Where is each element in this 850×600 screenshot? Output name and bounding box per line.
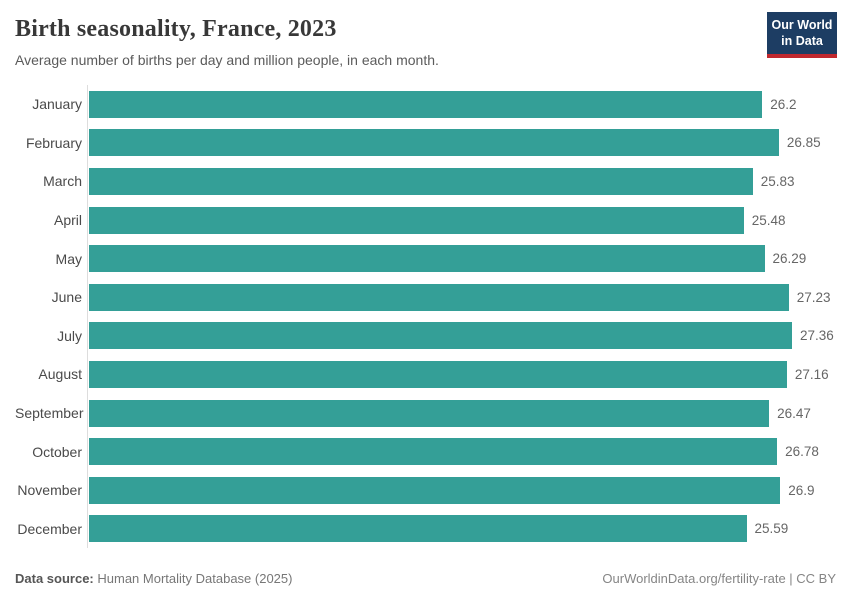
plot-area: 26.47 (87, 393, 850, 433)
data-source: Data source: Human Mortality Database (2… (15, 571, 292, 586)
bar-january[interactable] (89, 90, 763, 118)
bar-december[interactable] (89, 515, 747, 543)
value-label-march: 25.83 (760, 173, 795, 189)
value-label-july: 27.36 (800, 328, 834, 344)
value-label-april: 25.48 (751, 212, 786, 228)
chart-row-january: January 26.2 (15, 85, 850, 124)
header: Birth seasonality, France, 2023 Average … (15, 16, 439, 68)
value-label-may: 26.29 (772, 251, 807, 267)
value-label-august: 27.16 (794, 366, 829, 382)
category-label-july: July (57, 327, 82, 344)
plot-area: 26.9 (87, 470, 850, 510)
bar-june[interactable] (89, 283, 789, 311)
chart-row-july: July 27.36 (15, 316, 850, 356)
bar-november[interactable] (89, 476, 781, 504)
footer: Data source: Human Mortality Database (2… (15, 571, 836, 586)
category-label-january: January (32, 96, 82, 113)
category-label-august: August (38, 366, 82, 383)
footer-link[interactable]: OurWorldinData.org/fertility-rate | CC B… (602, 571, 836, 586)
value-label-june: 27.23 (796, 289, 831, 305)
chart-row-november: November 26.9 (15, 470, 850, 510)
data-source-value: Human Mortality Database (2025) (97, 571, 293, 586)
plot-area: 27.36 (87, 316, 850, 356)
category-label-may: May (55, 250, 82, 267)
plot-area: 27.23 (87, 277, 850, 317)
logo-text-line1: Our World (771, 18, 833, 32)
chart-row-august: August 27.16 (15, 355, 850, 394)
category-label-september: September (15, 405, 84, 422)
plot-area: 26.78 (87, 432, 850, 471)
chart-row-september: September 26.47 (15, 393, 850, 433)
chart-row-february: February 26.85 (15, 123, 850, 163)
chart-row-march: March 25.83 (15, 162, 850, 201)
plot-area: 26.2 (87, 85, 850, 124)
value-label-january: 26.2 (770, 96, 797, 112)
category-label-october: October (32, 443, 82, 460)
chart-row-may: May 26.29 (15, 239, 850, 278)
plot-area: 27.16 (87, 355, 850, 394)
bar-august[interactable] (89, 360, 787, 388)
plot-area: 26.85 (87, 123, 850, 163)
plot-area: 25.83 (87, 162, 850, 201)
logo-text-line2: in Data (781, 33, 823, 48)
value-label-september: 26.47 (777, 405, 811, 421)
chart-row-december: December 25.59 (15, 509, 850, 549)
category-label-march: March (43, 173, 82, 190)
chart-row-june: June 27.23 (15, 277, 850, 317)
chart-row-october: October 26.78 (15, 432, 850, 471)
bar-chart: January 26.2 February 26.85 March 25.83 April 2… (15, 85, 850, 549)
value-label-october: 26.78 (785, 444, 819, 460)
owid-logo[interactable]: Our World in Data (767, 12, 837, 59)
category-label-december: December (17, 520, 82, 537)
value-label-november: 26.9 (788, 482, 815, 498)
category-label-february: February (25, 134, 82, 151)
category-label-april: April (53, 212, 82, 229)
plot-area: 25.48 (87, 200, 850, 240)
chart-row-april: April 25.48 (15, 200, 850, 240)
bar-may[interactable] (89, 245, 765, 273)
category-label-june: June (51, 289, 82, 306)
plot-area: 26.29 (87, 239, 850, 278)
bar-september[interactable] (89, 399, 770, 427)
chart-subtitle: Average number of births per day and mil… (15, 52, 439, 68)
page-title: Birth seasonality, France, 2023 (15, 16, 337, 42)
category-label-november: November (17, 482, 82, 499)
bar-july[interactable] (89, 322, 792, 350)
value-label-december: 25.59 (754, 521, 789, 537)
bar-february[interactable] (89, 129, 779, 157)
value-label-february: 26.85 (786, 135, 821, 151)
data-source-label: Data source: (15, 571, 94, 586)
plot-area: 25.59 (87, 509, 850, 549)
bar-april[interactable] (89, 206, 744, 234)
bar-october[interactable] (89, 438, 778, 466)
chart-rows: January 26.2 February 26.85 March 25.83 April 2… (15, 85, 850, 549)
bar-march[interactable] (89, 167, 753, 195)
